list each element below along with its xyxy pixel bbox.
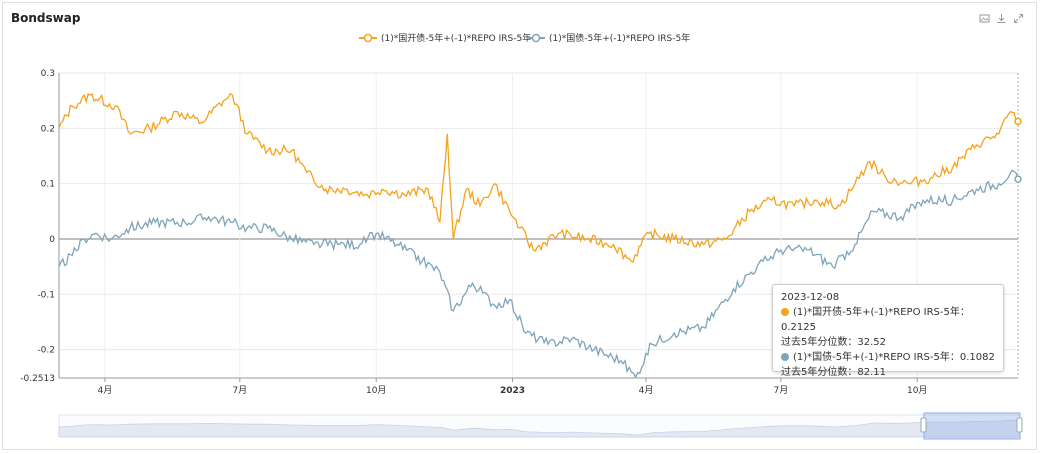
x-tick-label: 10月 <box>366 385 386 396</box>
legend-label: (1)*国债-5年+(-1)*REPO IRS-5年 <box>549 32 690 44</box>
chart-toolbar <box>979 13 1024 24</box>
tooltip-row-1-sub: 过去5年分位数：32.52 <box>781 337 886 348</box>
y-tick-label: -0.2513 <box>20 374 55 384</box>
tooltip-row-2-sub: 过去5年分位数：82.11 <box>781 367 886 378</box>
chart-title: Bondswap <box>11 11 81 25</box>
series-1-dot <box>781 308 789 316</box>
y-tick-label: -0.2 <box>37 346 55 356</box>
zoom-handle-right <box>1016 417 1023 433</box>
download-icon[interactable] <box>996 13 1007 24</box>
x-tick-label: 4月 <box>98 385 113 396</box>
legend-swatch-dot <box>363 33 373 43</box>
zoom-preview-area <box>58 419 1021 438</box>
x-tick-label: 7月 <box>232 385 247 396</box>
y-axis: 0.3 0.2 0.1 0 -0.1 -0.2 -0.2513 <box>20 69 60 384</box>
tooltip-row-2: (1)*国债-5年+(-1)*REPO IRS-5年：0.1082 <box>781 350 995 365</box>
zoom-selection <box>923 412 1021 440</box>
legend-swatch-dot <box>531 33 541 43</box>
series-1-line <box>58 92 1019 263</box>
legend-label: (1)*国开债-5年+(-1)*REPO IRS-5年 <box>381 32 531 44</box>
tooltip: 2023-12-08 (1)*国开债-5年+(-1)*REPO IRS-5年：0… <box>772 284 1004 378</box>
expand-icon[interactable] <box>1013 13 1024 24</box>
zoom-handle-left <box>920 417 927 433</box>
y-tick-label: 0.2 <box>41 124 55 134</box>
series-2-endpoint <box>1014 175 1022 183</box>
y-tick-label: 0 <box>49 235 55 245</box>
tooltip-date: 2023-12-08 <box>781 292 840 303</box>
tooltip-row-1: (1)*国开债-5年+(-1)*REPO IRS-5年：0.2125 <box>781 305 995 335</box>
x-tick-label: 7月 <box>773 385 788 396</box>
y-tick-label: 0.3 <box>41 69 55 79</box>
y-tick-label: 0.1 <box>41 180 55 190</box>
series-group <box>58 92 1022 379</box>
series-2-line <box>58 169 1019 379</box>
tooltip-row-2-label: (1)*国债-5年+(-1)*REPO IRS-5年：0.1082 <box>793 352 995 363</box>
tooltip-row-1-label: (1)*国开债-5年+(-1)*REPO IRS-5年：0.2125 <box>781 307 970 333</box>
x-tick-label: 2023 <box>500 386 525 396</box>
x-axis: 4月 7月 10月 2023 4月 7月 10月 <box>59 377 1018 396</box>
series-2-dot <box>781 353 789 361</box>
y-tick-label: -0.1 <box>37 290 55 300</box>
x-tick-label: 10月 <box>907 385 927 396</box>
x-tick-label: 4月 <box>639 385 654 396</box>
image-icon[interactable] <box>979 13 990 24</box>
legend[interactable]: (1)*国开债-5年+(-1)*REPO IRS-5年 (1)*国债-5年+(-1… <box>359 32 690 44</box>
data-zoom-slider[interactable] <box>58 412 1023 440</box>
series-1-endpoint <box>1014 117 1022 126</box>
